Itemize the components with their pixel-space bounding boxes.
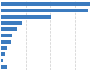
Bar xyxy=(1,9,88,12)
Bar xyxy=(1,21,22,25)
Bar xyxy=(1,27,17,31)
Bar xyxy=(1,65,6,69)
Bar xyxy=(1,34,12,37)
Bar xyxy=(1,40,11,44)
Bar xyxy=(1,46,8,50)
Bar xyxy=(1,2,90,6)
Bar xyxy=(1,59,3,62)
Bar xyxy=(1,52,5,56)
Bar xyxy=(1,15,51,19)
